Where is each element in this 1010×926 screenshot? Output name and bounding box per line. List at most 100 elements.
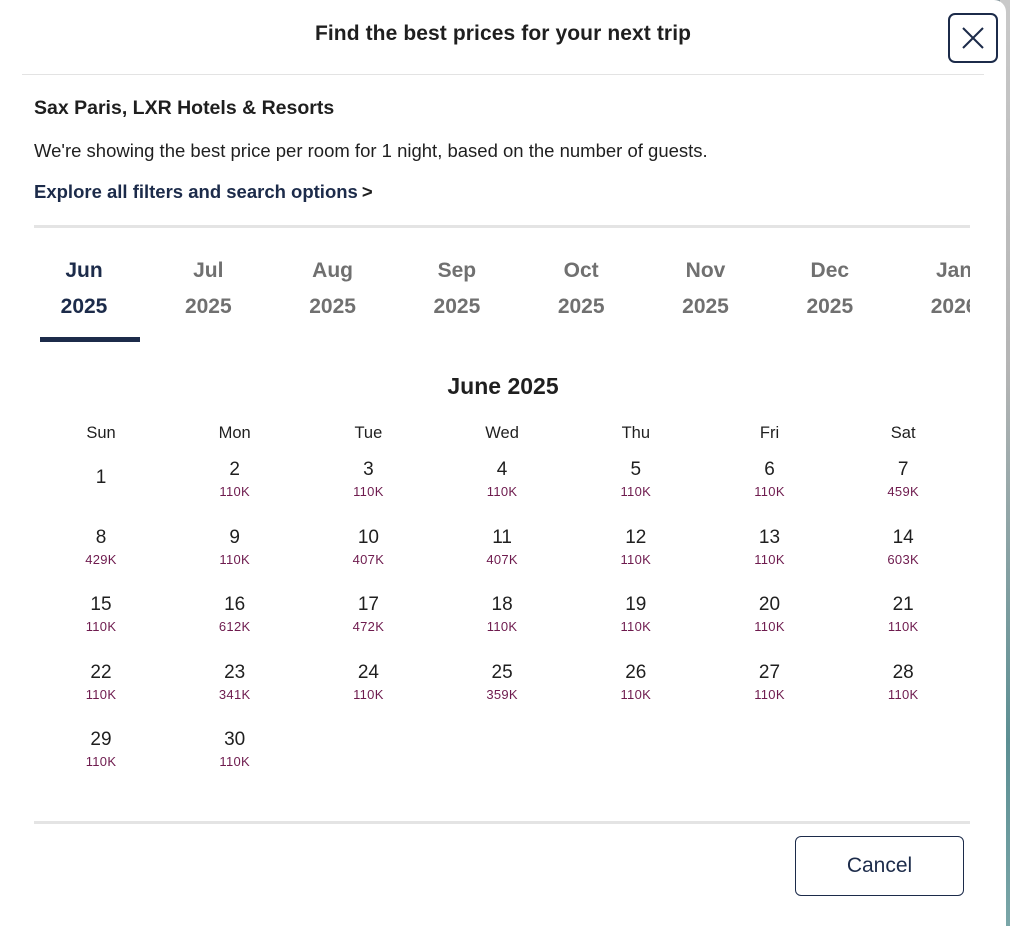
cancel-button[interactable]: Cancel [795,836,964,896]
day-number: 24 [357,661,379,683]
weekday-header-row: Sun Mon Tue Wed Thu Fri Sat [34,424,970,446]
weekday-fri: Fri [759,424,780,442]
day-number: 5 [630,459,642,480]
tab-nov-2025[interactable]: Nov 2025 [650,228,762,346]
day-number: 16 [224,594,246,615]
tab-year-label: 2025 [806,295,854,318]
calendar-day[interactable]: 17 472K [318,591,418,651]
calendar-day[interactable]: 27 110K [720,659,820,719]
tab-month-label: Nov [685,259,726,282]
day-number: 2 [229,459,240,480]
tab-month-label: Oct [563,259,599,282]
day-price: 407K [486,551,518,567]
explore-filters-link[interactable]: Explore all filters and search options > [34,181,373,203]
day-number: 21 [892,594,914,615]
day-number: 3 [363,459,374,480]
chevron-right-icon: > [361,181,373,202]
day-number: 1 [95,467,107,488]
day-price: 110K [85,619,117,634]
tab-oct-2025[interactable]: Oct 2025 [525,228,637,346]
day-number: 11 [492,526,512,548]
tab-jan-2026[interactable]: Jan 2026 [898,228,970,346]
calendar-month-title: June 2025 [447,373,559,399]
calendar-day[interactable]: 3 110K [318,456,418,516]
day-price: 110K [620,484,652,499]
calendar-day[interactable]: 15 110K [51,591,151,651]
tab-sep-2025[interactable]: Sep 2025 [401,228,513,346]
month-tabs: Jun 2025 Jul 2025 Aug 2025 Sep 2025 Oct 2025 Nov 20… [34,228,970,346]
day-number: 28 [892,661,914,683]
day-price: 612K [218,619,251,634]
calendar-day[interactable]: 11 407K [452,524,552,584]
calendar-day[interactable]: 1 [51,456,151,516]
calendar-day[interactable]: 21 110K [853,591,953,651]
day-price: 110K [85,754,117,769]
calendar-day[interactable]: 23 341K [185,659,285,719]
calendar-day[interactable]: 29 110K [51,726,151,786]
day-price: 110K [754,484,785,499]
day-price: 110K [219,484,250,499]
day-price: 110K [620,551,652,567]
day-price: 459K [887,484,919,499]
calendar-day[interactable]: 26 110K [586,659,686,719]
calendar-day[interactable]: 28 110K [853,659,953,719]
day-number: 15 [90,594,112,615]
day-number: 29 [90,729,112,750]
day-price: 110K [620,686,652,702]
tab-dec-2025[interactable]: Dec 2025 [774,228,886,346]
day-number: 7 [897,459,909,480]
day-number: 20 [758,594,781,615]
calendar-day[interactable]: 25 359K [452,659,552,719]
day-price: 110K [353,484,384,499]
day-number: 14 [892,526,914,548]
close-button[interactable] [948,13,998,63]
calendar-grid: 1 2 110K 3 110K 4 110K 5 110K 6 110K 7 459K 8 429K 9 110… [34,456,970,786]
explore-link-label: Explore all filters and search options [34,181,358,202]
day-price: 110K [353,686,384,702]
tab-jul-2025[interactable]: Jul 2025 [152,228,264,346]
calendar-day[interactable]: 16 612K [185,591,285,651]
calendar-day[interactable]: 8 429K [51,524,151,584]
calendar-day[interactable]: 7 459K [853,456,953,516]
calendar-day[interactable]: 14 603K [853,524,953,584]
tab-month-label: Jun [65,259,103,282]
day-number: 19 [625,594,647,615]
calendar-day[interactable]: 12 110K [586,524,686,584]
tab-year-label: 2025 [557,295,605,318]
tab-year-label: 2025 [309,295,356,318]
tab-aug-2025[interactable]: Aug 2025 [277,228,389,346]
calendar-day[interactable]: 30 110K [185,726,285,786]
day-number: 8 [95,526,107,548]
calendar-day[interactable]: 9 110K [185,524,285,584]
calendar-day[interactable]: 19 110K [586,591,686,651]
calendar-day[interactable]: 13 110K [720,524,820,584]
calendar-day[interactable]: 24 110K [318,659,418,719]
calendar-day[interactable]: 4 110K [452,456,552,516]
calendar-day[interactable]: 2 110K [185,456,285,516]
day-number: 6 [764,459,775,480]
active-tab-indicator [40,337,140,342]
day-number: 30 [224,729,246,750]
tab-month-label: Dec [810,259,850,282]
day-number: 27 [758,661,781,683]
calendar-day[interactable]: 10 407K [318,524,418,584]
divider [34,225,970,228]
calendar-day[interactable]: 5 110K [586,456,686,516]
day-number: 17 [357,594,379,615]
tab-year-label: 2025 [184,295,232,318]
day-price: 341K [218,686,251,702]
calendar-day[interactable]: 22 110K [51,659,151,719]
tab-year-label: 2025 [682,295,729,318]
day-price: 110K [754,619,785,634]
tab-month-label: Aug [312,259,353,282]
day-price: 407K [352,551,385,567]
calendar-day[interactable]: 18 110K [452,591,552,651]
calendar-day[interactable]: 6 110K [720,456,820,516]
day-number: 12 [625,526,647,548]
day-price: 359K [486,686,518,702]
tab-jun-2025[interactable]: Jun 2025 [34,228,140,346]
day-number: 23 [224,661,246,683]
tab-year-label: 2025 [60,295,108,318]
calendar-day[interactable]: 20 110K [720,591,820,651]
